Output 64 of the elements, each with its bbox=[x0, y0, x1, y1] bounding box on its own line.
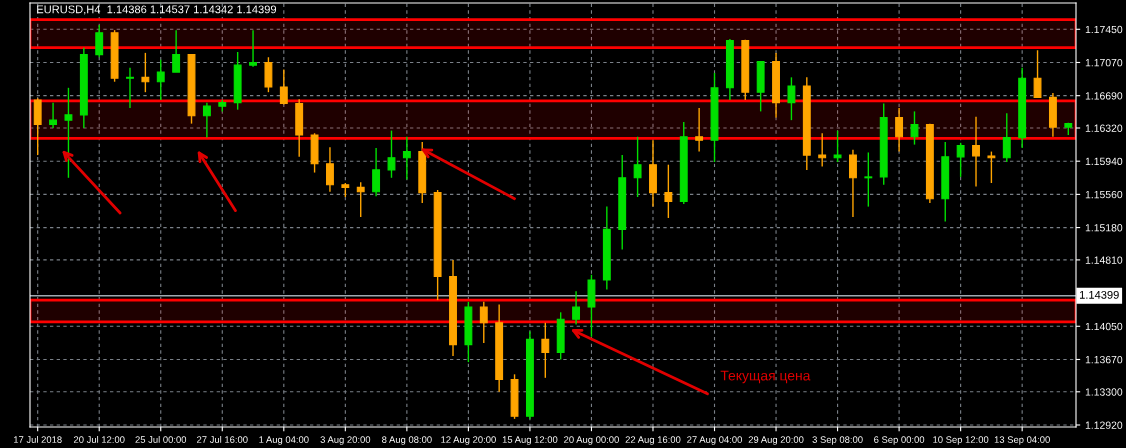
candlestick bbox=[695, 107, 704, 153]
candlestick bbox=[202, 101, 211, 139]
candlestick bbox=[141, 52, 150, 93]
chart-title: EURUSD,H4 1.14386 1.14537 1.14342 1.14399 bbox=[37, 5, 277, 15]
candlestick bbox=[664, 163, 673, 219]
x-tick-label: 20 Jul 12:00 bbox=[73, 436, 125, 443]
candlestick bbox=[818, 132, 827, 168]
candlestick bbox=[479, 301, 488, 344]
y-tick-label: 1.14050 bbox=[1085, 322, 1123, 331]
y-tick-label: 1.15180 bbox=[1085, 224, 1123, 232]
x-tick-label: 27 Aug 04:00 bbox=[687, 436, 742, 445]
candlestick bbox=[541, 322, 550, 379]
candlestick bbox=[326, 146, 334, 193]
candlestick bbox=[356, 181, 365, 218]
x-tick-label: 13 Sep 04:00 bbox=[994, 436, 1050, 445]
y-tick-label: 1.17070 bbox=[1085, 58, 1123, 67]
y-tick-label: 1.13670 bbox=[1085, 355, 1123, 364]
x-tick-label: 25 Jul 00:00 bbox=[135, 436, 187, 443]
candlestick bbox=[864, 151, 873, 208]
x-tick-label: 3 Sep 08:00 bbox=[812, 436, 863, 445]
x-tick-label: 29 Aug 20:00 bbox=[748, 436, 804, 445]
candlestick bbox=[633, 136, 642, 198]
candlestick bbox=[372, 147, 381, 197]
y-tick-label: 1.16690 bbox=[1085, 92, 1123, 100]
candlestick bbox=[849, 149, 857, 218]
candlestick bbox=[156, 59, 165, 101]
y-tick-label: 1.15560 bbox=[1085, 190, 1123, 199]
candlestick bbox=[402, 136, 411, 181]
candlestick bbox=[1033, 49, 1042, 99]
candlestick bbox=[172, 29, 181, 73]
candlestick bbox=[95, 24, 104, 58]
x-tick-label: 10 Sep 12:00 bbox=[933, 436, 989, 445]
candlestick bbox=[972, 115, 980, 188]
candlestick bbox=[572, 290, 581, 326]
ref-line-label: 1.14399 bbox=[1079, 290, 1119, 299]
candlestick bbox=[126, 67, 134, 109]
x-tick-label: 12 Aug 20:00 bbox=[441, 436, 496, 445]
x-tick-label: 22 Aug 16:00 bbox=[625, 436, 681, 445]
candlestick bbox=[833, 129, 842, 163]
x-tick-label: 3 Aug 20:00 bbox=[320, 436, 371, 445]
y-tick-label: 1.13300 bbox=[1085, 388, 1123, 396]
annotation: Текущая цена bbox=[720, 370, 811, 384]
x-tick-label: 8 Aug 08:00 bbox=[382, 436, 432, 445]
y-tick-label: 1.16320 bbox=[1085, 124, 1123, 132]
x-tick-label: 15 Aug 12:00 bbox=[502, 436, 558, 445]
candlestick bbox=[49, 101, 58, 129]
candlestick bbox=[249, 29, 257, 68]
candlestick bbox=[1002, 112, 1011, 163]
x-tick-label: 1 Aug 04:00 bbox=[259, 436, 309, 445]
y-tick-label: 1.17450 bbox=[1085, 25, 1123, 34]
x-tick-label: 6 Sep 00:00 bbox=[874, 436, 925, 445]
x-tick-label: 27 Jul 16:00 bbox=[197, 436, 248, 443]
candlestick bbox=[987, 150, 996, 184]
y-tick-label: 1.12920 bbox=[1085, 421, 1123, 429]
y-tick-label: 1.15940 bbox=[1085, 157, 1123, 166]
candlestick bbox=[956, 142, 965, 178]
y-tick-label: 1.14810 bbox=[1085, 256, 1123, 264]
x-tick-label: 17 Jul 2018 bbox=[14, 436, 62, 443]
candlestick bbox=[387, 129, 396, 179]
candlestick bbox=[910, 110, 919, 146]
candlestick bbox=[787, 76, 796, 121]
candlestick bbox=[895, 107, 904, 153]
candlestick bbox=[279, 68, 288, 106]
x-tick-label: 20 Aug 00:00 bbox=[564, 436, 619, 445]
